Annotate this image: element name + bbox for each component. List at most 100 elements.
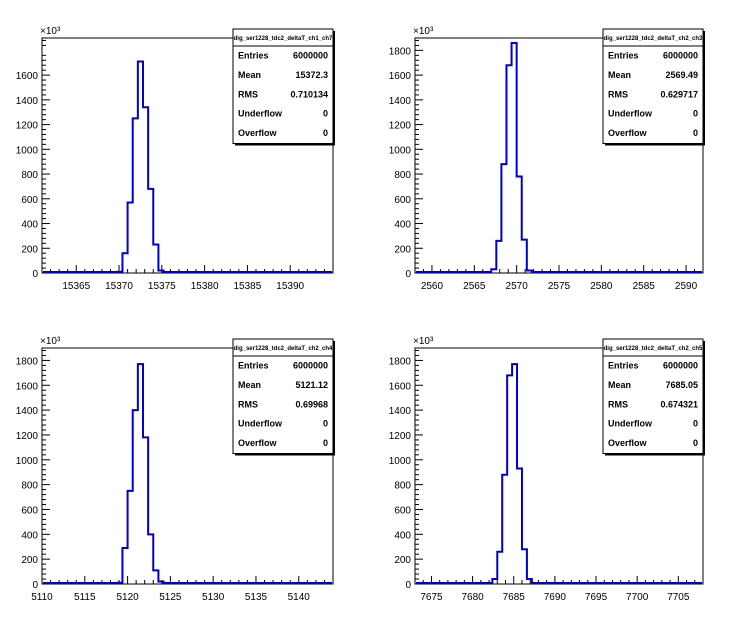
x-tick-label: 15375: [148, 281, 176, 292]
y-tick-label: 400: [394, 220, 411, 231]
x-tick-label: 15385: [234, 281, 262, 292]
stat-value: 2569.49: [665, 70, 698, 80]
stats-box: dig_ser1228_tdc2_deltaT_ch2_ch4 Entries 60…: [232, 338, 335, 456]
stat-value: 7685.05: [665, 380, 698, 390]
y-tick-label: 400: [21, 220, 38, 231]
x-tick-label: 7675: [420, 592, 443, 603]
x-tick-label: 5115: [74, 592, 96, 603]
x-tick-label: 2565: [463, 281, 486, 292]
y-tick-label: 1400: [389, 406, 412, 417]
stats-box-frame: [232, 338, 334, 454]
y-multiplier-label: ×10³: [413, 336, 434, 347]
histogram-outline: [43, 363, 332, 584]
y-tick-label: 200: [394, 244, 411, 255]
y-tick-label: 600: [21, 505, 38, 516]
histogram-outline: [416, 363, 702, 584]
stat-label: Overflow: [608, 438, 648, 448]
y-tick-label: 1400: [16, 406, 39, 417]
x-tick-label: 15365: [62, 281, 90, 292]
histogram-title: dig_ser1228_tdc2_deltaT_ch2_ch5: [604, 346, 703, 352]
y-tick-label: 1600: [16, 71, 39, 82]
stats-box: dig_ser1228_tdc2_deltaT_ch2_ch3 Entries 60…: [602, 28, 705, 146]
stat-label: Mean: [608, 70, 631, 80]
y-tick-label: 800: [21, 481, 38, 492]
y-tick-label: 0: [32, 580, 38, 591]
x-tick-label: 5125: [159, 592, 182, 603]
stat-value: 5121.12: [295, 380, 328, 390]
x-tick-label: 7685: [503, 592, 526, 603]
histogram-pad-3: 5110 5115 5120 5125 5130 5135 5140 0 200 400 600 80…: [16, 336, 335, 603]
stat-value: 0: [323, 419, 328, 429]
y-multiplier-label: ×10³: [40, 26, 61, 37]
y-tick-label: 1800: [389, 356, 412, 367]
y-tick-label: 400: [21, 530, 38, 541]
y-tick-label: 200: [21, 244, 38, 255]
x-tick-label: 7705: [667, 592, 690, 603]
stat-value: 15372.3: [295, 70, 328, 80]
stat-label: Overflow: [608, 128, 648, 138]
stat-label: Entries: [238, 51, 269, 61]
y-tick-label: 1800: [389, 46, 412, 57]
x-tick-label: 15370: [105, 281, 133, 292]
x-tick-label: 2560: [421, 281, 444, 292]
histogram-pad-2: 2560 2565 2570 2575 2580 2585 2590 0 200 400 600 80…: [389, 26, 705, 292]
stat-label: Underflow: [238, 419, 283, 429]
y-tick-label: 200: [394, 555, 411, 566]
stat-label: Overflow: [238, 438, 278, 448]
y-tick-label: 600: [394, 195, 411, 206]
y-tick-label: 800: [394, 170, 411, 181]
stat-label: Mean: [238, 380, 261, 390]
x-tick-label: 5130: [202, 592, 225, 603]
stats-box-frame: [602, 28, 704, 144]
stat-label: Entries: [608, 51, 639, 61]
y-tick-label: 1400: [389, 96, 412, 107]
stat-label: Entries: [238, 361, 269, 371]
y-tick-label: 1600: [16, 381, 39, 392]
stats-box-frame: [602, 338, 704, 454]
x-tick-label: 15380: [191, 281, 219, 292]
stat-value: 6000000: [293, 51, 328, 61]
x-tick-label: 2570: [506, 281, 529, 292]
x-tick-label: 2585: [633, 281, 656, 292]
stat-value: 0.629717: [660, 89, 698, 99]
x-tick-label: 5120: [116, 592, 139, 603]
y-tick-label: 1000: [16, 145, 39, 156]
stat-value: 0: [693, 438, 698, 448]
y-tick-label: 1000: [389, 145, 412, 156]
stat-value: 6000000: [663, 361, 698, 371]
stat-value: 0: [323, 128, 328, 138]
histogram-pad-4: 7675 7680 7685 7690 7695 7700 7705 0 200 400 600 80…: [389, 336, 705, 603]
stats-box: dig_ser1228_tdc2_deltaT_ch2_ch5 Entries 60…: [602, 338, 705, 456]
y-tick-label: 1600: [389, 381, 412, 392]
x-tick-label: 2580: [590, 281, 613, 292]
x-tick-label: 15390: [276, 281, 304, 292]
y-tick-label: 1200: [16, 121, 39, 132]
y-tick-label: 200: [21, 555, 38, 566]
y-tick-label: 1600: [389, 71, 412, 82]
stat-label: Mean: [608, 380, 631, 390]
stat-label: RMS: [608, 89, 628, 99]
y-tick-label: 1200: [389, 431, 412, 442]
stat-label: RMS: [238, 399, 258, 409]
y-tick-label: 1200: [16, 431, 39, 442]
stat-value: 0: [323, 438, 328, 448]
stats-box-frame: [232, 28, 334, 144]
y-tick-label: 400: [394, 530, 411, 541]
x-tick-label: 5110: [31, 592, 53, 603]
y-tick-label: 800: [21, 170, 38, 181]
stat-value: 0: [693, 109, 698, 119]
y-tick-label: 1400: [16, 96, 39, 107]
y-tick-label: 1800: [16, 356, 39, 367]
stat-label: RMS: [608, 399, 628, 409]
x-tick-label: 7690: [544, 592, 567, 603]
histogram-outline: [416, 41, 702, 273]
stat-value: 0: [323, 109, 328, 119]
stat-label: Overflow: [238, 128, 278, 138]
stat-value: 0.674321: [660, 399, 698, 409]
y-tick-label: 0: [405, 269, 411, 280]
stat-label: Underflow: [608, 109, 653, 119]
stat-value: 6000000: [663, 51, 698, 61]
histogram-title: dig_ser1228_tdc2_deltaT_ch2_ch3: [604, 36, 703, 42]
x-tick-label: 5140: [288, 592, 311, 603]
